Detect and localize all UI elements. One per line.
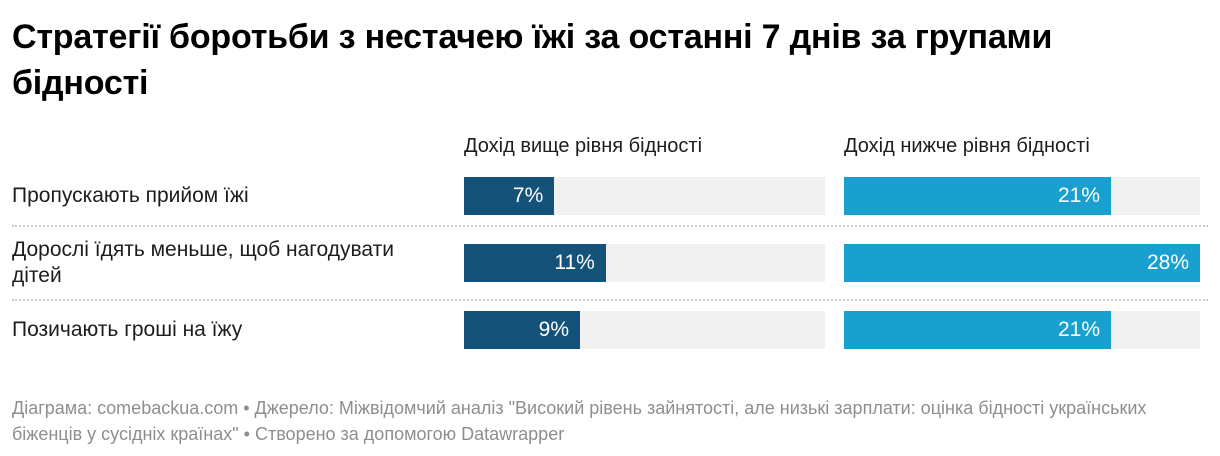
bar-track: 21% xyxy=(844,177,1200,215)
bar-track: 7% xyxy=(464,177,825,215)
bar-track: 28% xyxy=(844,244,1200,282)
row-separator xyxy=(12,299,1208,301)
chart-rows: Пропускають прийом їжі 7% 21% Дорослі їдять… xyxy=(12,167,1208,359)
row-label: Позичають гроші на їжу xyxy=(12,318,243,341)
column-header-income-above-poverty: Дохід вище рівня бідності xyxy=(464,135,703,157)
bar-track: 11% xyxy=(464,244,825,282)
bar: 28% xyxy=(844,244,1200,282)
chart-row: Позичають гроші на їжу 9% 21% xyxy=(12,301,1208,359)
chart-title: Стратегії боротьби з нестачею їжі за ост… xyxy=(12,18,1053,102)
row-separator xyxy=(12,225,1208,227)
bar-track: 9% xyxy=(464,311,825,349)
bar-value-label: 11% xyxy=(554,251,595,274)
bar-track: 21% xyxy=(844,311,1200,349)
column-headers: Дохід вище рівня бідності Дохід нижче рі… xyxy=(12,134,1208,158)
row-label: Дорослі їдять меньше, щоб нагодувати діт… xyxy=(12,238,394,287)
bar: 9% xyxy=(464,311,581,349)
bar-value-label: 21% xyxy=(1057,184,1100,207)
column-header-income-below-poverty: Дохід нижче рівня бідності xyxy=(844,135,1090,157)
bar: 7% xyxy=(464,177,555,215)
row-label: Пропускають прийом їжі xyxy=(12,184,249,207)
bar-value-label: 28% xyxy=(1146,251,1189,274)
bar-value-label: 7% xyxy=(512,184,544,207)
bar-value-label: 9% xyxy=(538,318,570,341)
bar: 11% xyxy=(464,244,606,282)
bar-value-label: 21% xyxy=(1057,318,1100,341)
chart-attribution: Діаграма: comebackua.com • Джерело: Міжв… xyxy=(12,398,1147,444)
bar: 21% xyxy=(844,177,1111,215)
chart-row: Дорослі їдять меньше, щоб нагодувати діт… xyxy=(12,227,1208,299)
column-header-spacer xyxy=(12,134,464,158)
bar: 21% xyxy=(844,311,1111,349)
chart-row: Пропускають прийом їжі 7% 21% xyxy=(12,167,1208,225)
